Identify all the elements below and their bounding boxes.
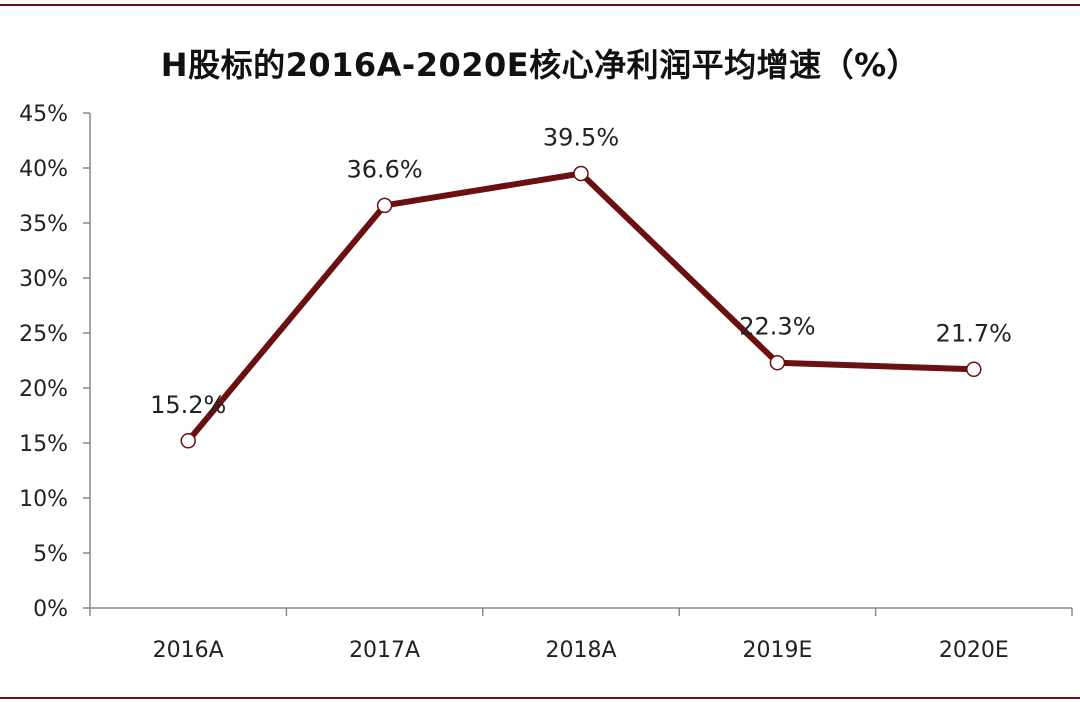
axes: 0% 5% 10% 15% 20% 25% 30% 35% 40% 45% 2016A 2017A 20…	[19, 102, 1073, 663]
data-point	[376, 197, 393, 214]
y-tick-label: 25%	[19, 322, 68, 347]
y-tick-label: 15%	[19, 432, 68, 457]
y-tick-label: 30%	[19, 267, 68, 292]
y-tick-label: 35%	[19, 212, 68, 237]
data-point	[769, 354, 786, 371]
series-line	[185, 170, 977, 444]
y-tick-label: 40%	[19, 157, 68, 182]
x-tick-label: 2018A	[545, 638, 616, 663]
y-tick-label: 20%	[19, 377, 68, 402]
data-point	[966, 361, 982, 378]
x-tick-label: 2016A	[153, 638, 224, 663]
bottom-rule	[0, 697, 1080, 699]
data-label: 22.3%	[739, 313, 815, 341]
y-tick-label: 5%	[33, 542, 68, 567]
data-label: 36.6%	[346, 155, 422, 183]
y-tick-label: 10%	[19, 487, 68, 512]
data-label: 15.2%	[150, 391, 226, 419]
data-point	[573, 165, 589, 182]
top-rule	[0, 4, 1080, 6]
data-point	[180, 433, 196, 449]
x-tick-label: 2020E	[939, 638, 1009, 663]
series-marks: 15.2% 36.6% 39.5% 22.3% 21.7%	[150, 124, 1012, 449]
x-tick-label: 2019E	[742, 638, 812, 663]
y-tick-label: 0%	[33, 597, 68, 622]
x-tick-label: 2017A	[349, 638, 420, 663]
data-label: 21.7%	[936, 319, 1012, 347]
y-tick-label: 45%	[19, 102, 68, 127]
chart-title: H股标的2016A-2020E核心净利润平均增速（%）	[160, 46, 920, 84]
data-label: 39.5%	[543, 124, 619, 152]
